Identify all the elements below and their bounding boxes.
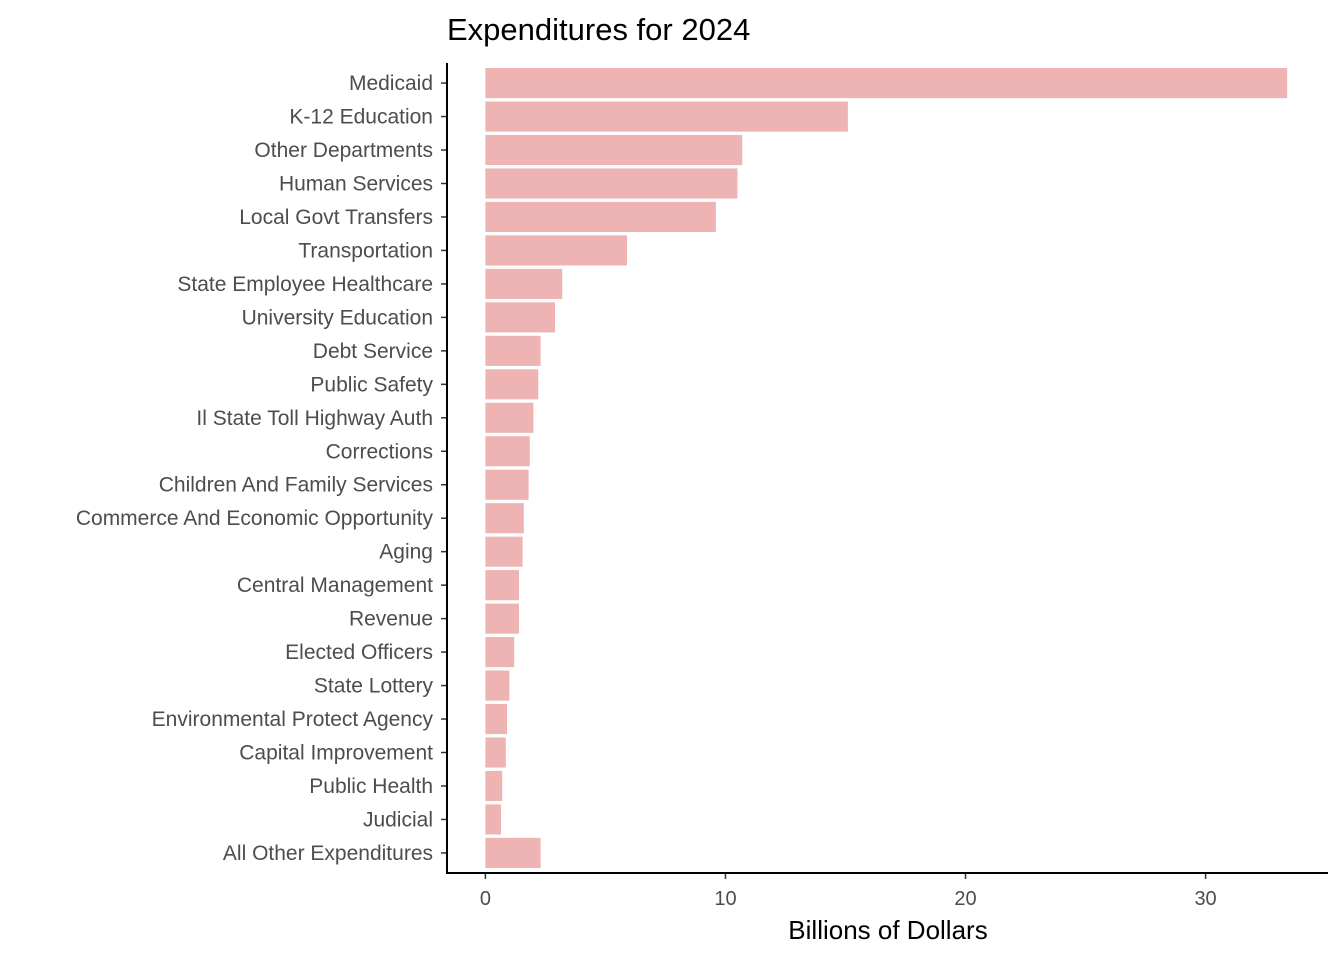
category-label: Public Safety (310, 373, 433, 396)
bar (485, 804, 502, 835)
category-label: All Other Expenditures (223, 842, 433, 865)
bar (485, 670, 510, 701)
bar (485, 637, 515, 668)
category-label: Local Govt Transfers (239, 206, 433, 229)
x-axis-title: Billions of Dollars (788, 915, 987, 945)
bar (485, 737, 506, 768)
category-label: Capital Improvement (239, 742, 433, 765)
category-label: State Employee Healthcare (177, 273, 433, 296)
category-label: Environmental Protect Agency (152, 708, 434, 731)
bar (485, 436, 530, 467)
x-tick-label: 0 (480, 888, 491, 910)
x-tick-label: 10 (714, 888, 736, 910)
category-label: Debt Service (313, 340, 433, 363)
bar (485, 168, 738, 199)
bars-group (485, 68, 1288, 868)
category-label: Public Health (309, 775, 433, 798)
category-label: University Education (242, 306, 433, 329)
chart-title: Expenditures for 2024 (447, 12, 750, 47)
category-label: Transportation (298, 239, 433, 262)
bar (485, 235, 628, 266)
bar (485, 570, 520, 601)
category-label: Commerce And Economic Opportunity (76, 507, 434, 530)
bar (485, 837, 541, 868)
category-label: State Lottery (314, 675, 434, 698)
bar (485, 335, 541, 366)
category-label: Children And Family Services (159, 474, 433, 497)
category-label: Il State Toll Highway Auth (196, 407, 433, 430)
bar (485, 201, 716, 233)
category-label: K-12 Education (289, 106, 433, 129)
category-label: Medicaid (349, 72, 433, 95)
category-labels-group: Medicaid K-12 Education Other Departments H… (76, 72, 447, 865)
category-label: Revenue (349, 608, 433, 631)
bar (485, 302, 556, 333)
category-label: Aging (379, 541, 433, 564)
bar (485, 134, 743, 166)
bar (485, 603, 520, 634)
category-label: Corrections (326, 440, 433, 463)
x-tick-label: 30 (1194, 888, 1216, 910)
bar (485, 703, 508, 735)
x-tick-label: 20 (954, 888, 976, 910)
x-ticks-group: 0 10 20 30 (480, 873, 1217, 910)
category-label: Human Services (279, 172, 433, 195)
bar (485, 402, 534, 433)
bar (485, 503, 524, 534)
bar (485, 268, 563, 299)
bar (485, 101, 848, 132)
bar (485, 68, 1288, 99)
category-label: Central Management (237, 574, 433, 597)
bar (485, 369, 539, 400)
category-label: Other Departments (254, 139, 433, 162)
bar (485, 770, 503, 802)
category-label: Elected Officers (285, 641, 433, 664)
bar (485, 536, 523, 567)
category-label: Judicial (363, 808, 433, 831)
bar (485, 469, 529, 500)
